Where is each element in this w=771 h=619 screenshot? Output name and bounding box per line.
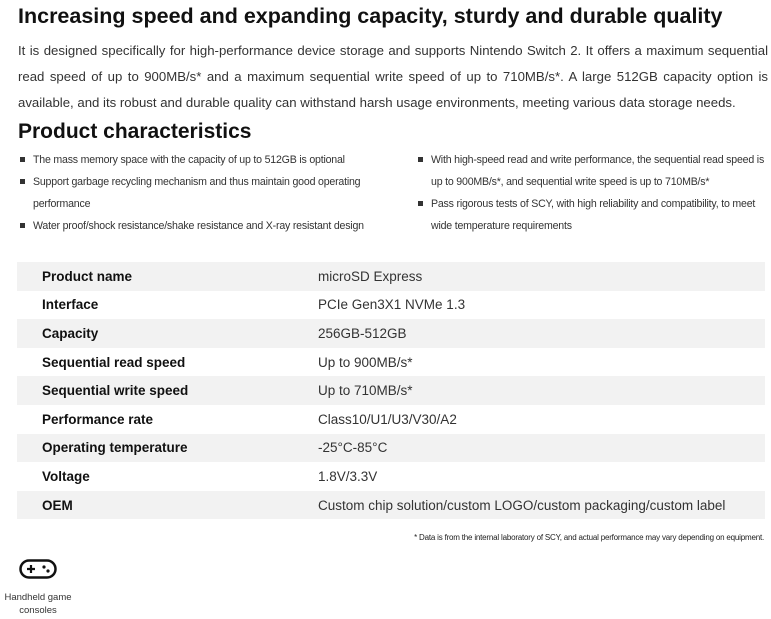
spec-value: -25°C-85°C <box>318 440 388 456</box>
spec-label: Capacity <box>42 325 99 341</box>
spec-label: Voltage <box>42 468 90 484</box>
spec-value: Up to 710MB/s* <box>318 383 413 399</box>
table-row: Sequential write speed Up to 710MB/s* <box>17 376 765 405</box>
spec-label: Performance rate <box>42 411 154 427</box>
table-row: Capacity 256GB-512GB <box>17 319 765 348</box>
application-label: Handheld game consoles <box>4 592 72 616</box>
page-heading: Increasing speed and expanding capacity,… <box>18 4 723 28</box>
intro-text: It is designed specifically for high-per… <box>18 43 768 110</box>
characteristics-left: The mass memory space with the capacity … <box>20 149 400 237</box>
spec-table: Product name microSD Express Interface PCI… <box>17 262 765 520</box>
table-row: Interface PCIe Gen3X1 NVMe 1.3 <box>17 291 765 320</box>
list-item: The mass memory space with the capacity … <box>20 149 400 171</box>
table-row: Performance rate Class10/U1/U3/V30/A2 <box>17 405 765 434</box>
table-row: Product name microSD Express <box>17 262 765 291</box>
spec-value: Up to 900MB/s* <box>318 354 413 370</box>
spec-label: Interface <box>42 297 99 313</box>
list-item: With high-speed read and write performan… <box>418 149 770 193</box>
spec-label: Sequential read speed <box>42 354 186 370</box>
spec-value: microSD Express <box>318 268 423 284</box>
spec-label: Product name <box>42 268 133 284</box>
list-item: Water proof/shock resistance/shake resis… <box>20 215 400 237</box>
spec-label: OEM <box>42 497 73 513</box>
table-row: Voltage 1.8V/3.3V <box>17 462 765 491</box>
list-item: Pass rigorous tests of SCY, with high re… <box>418 193 770 237</box>
spec-label: Sequential write speed <box>42 383 189 399</box>
characteristics-right: With high-speed read and write performan… <box>418 149 770 237</box>
spec-value: 1.8V/3.3V <box>318 468 378 484</box>
table-row: Sequential read speed Up to 900MB/s* <box>17 348 765 377</box>
table-row: OEM Custom chip solution/custom LOGO/cust… <box>17 490 765 520</box>
spec-label: Operating temperature <box>42 440 188 456</box>
spec-value: Custom chip solution/custom LOGO/custom … <box>318 497 726 513</box>
section-title: Product characteristics <box>18 120 252 143</box>
list-item: Support garbage recycling mechanism and … <box>20 171 400 215</box>
spec-value: Class10/U1/U3/V30/A2 <box>318 411 457 427</box>
gamepad-icon <box>19 559 57 579</box>
footnote: * Data is from the internal laboratory o… <box>414 533 764 542</box>
spec-value: 256GB-512GB <box>318 325 407 341</box>
spec-value: PCIe Gen3X1 NVMe 1.3 <box>318 297 466 313</box>
table-row: Operating temperature -25°C-85°C <box>17 433 765 463</box>
